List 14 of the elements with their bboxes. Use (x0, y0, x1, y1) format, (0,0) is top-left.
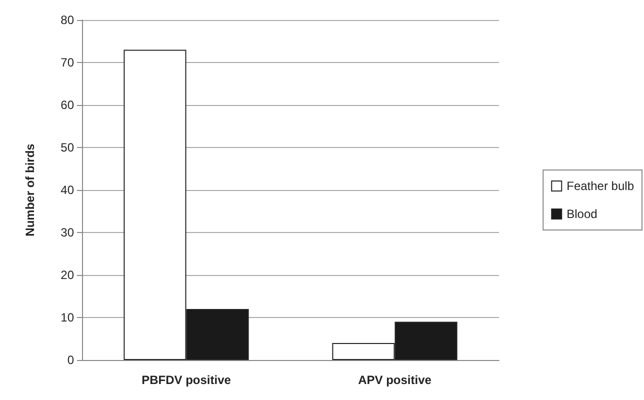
y-axis-title: Number of birds (23, 143, 37, 236)
y-tick-label: 20 (60, 268, 74, 282)
legend-label: Blood (566, 207, 598, 221)
x-tick-label: PBFDV positive (142, 373, 232, 387)
legend-label: Feather bulb (566, 179, 634, 193)
y-tick-label: 10 (60, 310, 74, 324)
y-tick-label: 30 (60, 226, 74, 240)
y-tick-label: 40 (60, 183, 74, 197)
y-tick-label: 60 (60, 98, 74, 112)
y-tick-label: 80 (60, 13, 74, 27)
y-tick-label: 70 (60, 56, 74, 70)
y-tick-label: 0 (67, 353, 74, 367)
y-tick-label: 50 (60, 140, 74, 154)
x-tick-label: APV positive (358, 373, 432, 387)
